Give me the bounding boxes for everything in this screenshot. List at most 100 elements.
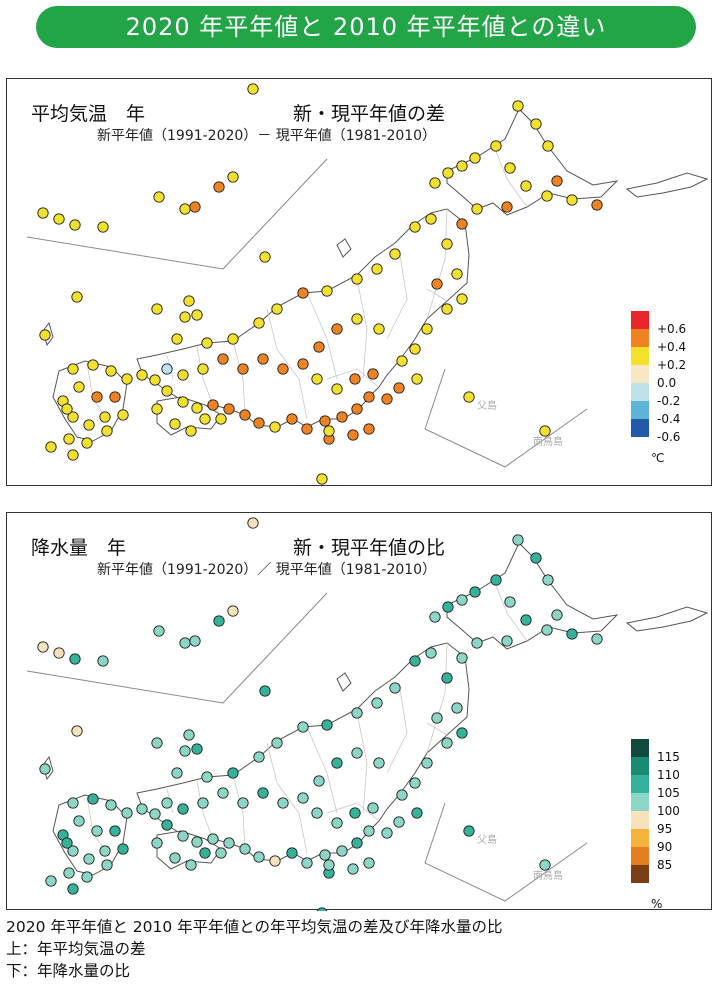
inset-divider-line (424, 802, 588, 902)
station-marker (313, 341, 325, 353)
station-marker (471, 637, 483, 649)
caption-line: 下：年降水量の比 (6, 962, 131, 980)
station-marker (297, 358, 309, 370)
prefecture-border (426, 208, 448, 320)
station-marker (171, 767, 183, 779)
prefecture-border (494, 582, 528, 642)
station-marker (504, 596, 516, 608)
legend-label: 0.0 (657, 376, 677, 390)
station-marker (81, 437, 93, 449)
station-marker (37, 641, 49, 653)
station-marker (542, 140, 554, 152)
station-marker (37, 207, 49, 219)
prefecture-border (356, 278, 368, 380)
station-marker (73, 381, 85, 393)
station-marker (179, 203, 191, 215)
legend-unit: % (651, 897, 663, 911)
legend-swatch (631, 847, 649, 865)
station-marker (215, 413, 227, 425)
station-marker (105, 799, 117, 811)
station-marker (373, 757, 385, 769)
station-marker (151, 737, 163, 749)
prefecture-border (386, 248, 408, 340)
station-marker (409, 655, 421, 667)
station-marker (409, 777, 421, 789)
station-marker (566, 628, 578, 640)
inset-divider-line (26, 158, 328, 270)
station-marker (71, 291, 83, 303)
station-marker (257, 787, 269, 799)
station-marker (67, 449, 79, 461)
station-marker (207, 399, 219, 411)
station-marker (215, 847, 227, 859)
station-marker (45, 875, 57, 887)
station-marker (67, 883, 79, 895)
station-marker (336, 845, 348, 857)
station-marker (217, 787, 229, 799)
coastline (336, 672, 352, 692)
station-marker (393, 816, 405, 828)
legend-swatch (631, 383, 649, 401)
legend-swatch (631, 347, 649, 365)
station-marker (409, 343, 421, 355)
panel-description: 新平年値（1991-2020）／ 現平年値（1981-2010） (97, 562, 437, 578)
station-marker (469, 152, 481, 164)
station-marker (331, 323, 343, 335)
island-label-minamitorishima: 南鳥島 (533, 435, 563, 448)
station-marker (442, 601, 454, 613)
figure-caption: 2020 年平年値と 2010 年平年値との年平均気温の差及び年降水量の比 上：… (6, 916, 503, 982)
station-marker (373, 323, 385, 335)
station-marker (371, 263, 383, 275)
station-marker (389, 248, 401, 260)
station-marker (73, 815, 85, 827)
station-marker (87, 793, 99, 805)
station-marker (109, 825, 121, 837)
station-marker (441, 672, 453, 684)
station-marker (259, 251, 271, 263)
prefecture-border (326, 802, 380, 822)
station-marker (153, 625, 165, 637)
station-marker (349, 373, 361, 385)
station-marker (237, 797, 249, 809)
station-marker (351, 707, 363, 719)
station-marker (67, 845, 79, 857)
station-marker (381, 827, 393, 839)
station-marker (311, 807, 323, 819)
station-marker (253, 417, 265, 429)
station-marker (520, 614, 532, 626)
island-label-chichijima: 父島 (477, 399, 497, 412)
station-marker (542, 574, 554, 586)
station-marker (99, 411, 111, 423)
station-marker (441, 737, 453, 749)
station-marker (319, 849, 331, 861)
station-marker (421, 323, 433, 335)
station-marker (253, 851, 265, 863)
station-marker (151, 837, 163, 849)
station-marker (411, 373, 423, 385)
station-marker (277, 363, 289, 375)
station-marker (431, 278, 443, 290)
station-marker (227, 171, 239, 183)
island-label-chichijima: 父島 (477, 833, 497, 846)
caption-line: 2020 年平年値と 2010 年平年値との年平均気温の差及び年降水量の比 (6, 918, 503, 936)
station-marker (63, 433, 75, 445)
station-marker (185, 425, 197, 437)
legend-label: 85 (657, 858, 673, 872)
station-marker (223, 403, 235, 415)
station-marker (97, 655, 109, 667)
station-marker (151, 403, 163, 415)
station-marker (277, 797, 289, 809)
station-marker (83, 419, 95, 431)
station-marker (429, 177, 441, 189)
station-marker (169, 852, 181, 864)
station-marker (331, 757, 343, 769)
station-marker (323, 425, 335, 437)
station-marker (237, 363, 249, 375)
prefecture-border (196, 780, 214, 840)
station-marker (421, 757, 433, 769)
coastline (625, 606, 709, 632)
station-marker (311, 373, 323, 385)
station-marker (253, 317, 265, 329)
station-marker (39, 329, 51, 341)
